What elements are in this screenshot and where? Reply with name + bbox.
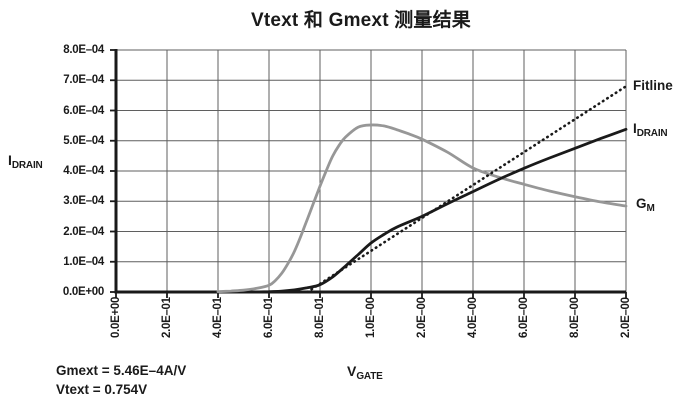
y-tick-label: 6.0E–04: [63, 104, 104, 117]
x-tick-label: 8.0E–01: [314, 297, 326, 338]
chart-title: Vtext 和 Gmext 测量结果: [250, 10, 472, 31]
series-curve-idrain: [254, 127, 628, 294]
y-axis-title: IDRAIN: [8, 152, 43, 171]
x-tick-label: 6.0E–00: [518, 297, 530, 338]
series-curve-gm: [216, 123, 628, 294]
x-axis-title: VGATE: [347, 363, 383, 382]
x-tick-label: 6.0E–01: [263, 297, 275, 338]
y-tick-label: 5.0E–04: [63, 134, 104, 147]
x-tick-label: 8.0E–00: [569, 297, 581, 338]
y-tick-label: 3.0E–04: [63, 195, 104, 208]
legend-label-gm: GM: [636, 196, 655, 214]
y-axis-title-main: I: [8, 152, 12, 168]
x-tick-label: 0.0E+00: [110, 297, 122, 339]
x-tick-label: 4.0E–00: [467, 297, 479, 338]
x-tick-label: 1.0E–00: [365, 297, 377, 338]
y-tick-label: 2.0E–04: [63, 225, 104, 238]
legend-label-idrain: IDRAIN: [633, 121, 668, 139]
series-curve-fitline: [306, 85, 628, 294]
x-tick-label: 4.0E–01: [212, 297, 224, 338]
vtext-result-text: Vtext = 0.754V: [56, 382, 148, 397]
legend-label-fitline: Fitline: [633, 78, 673, 93]
x-axis-title-subscript: GATE: [356, 371, 383, 382]
x-tick-label: 2.0E–00: [416, 297, 428, 338]
chart-plot-svg: [110, 49, 628, 298]
fit-results-annotation: Gmext = 5.46E–4A/V Vtext = 0.754V: [56, 361, 186, 399]
y-tick-label: 4.0E–04: [63, 165, 104, 177]
y-tick-label: 8.0E–04: [63, 44, 104, 56]
gmext-result-text: Gmext = 5.46E–4A/V: [56, 363, 187, 378]
y-tick-label: 7.0E–04: [63, 74, 104, 87]
x-tick-label: 2.0E–01: [161, 297, 173, 338]
y-tick-label: 0.0E+00: [62, 286, 104, 298]
x-tick-label: 2.0E–00: [620, 297, 632, 338]
y-axis-title-subscript: DRAIN: [11, 160, 43, 171]
x-axis-title-main: V: [347, 363, 357, 379]
y-tick-label: 1.0E–04: [63, 255, 104, 268]
